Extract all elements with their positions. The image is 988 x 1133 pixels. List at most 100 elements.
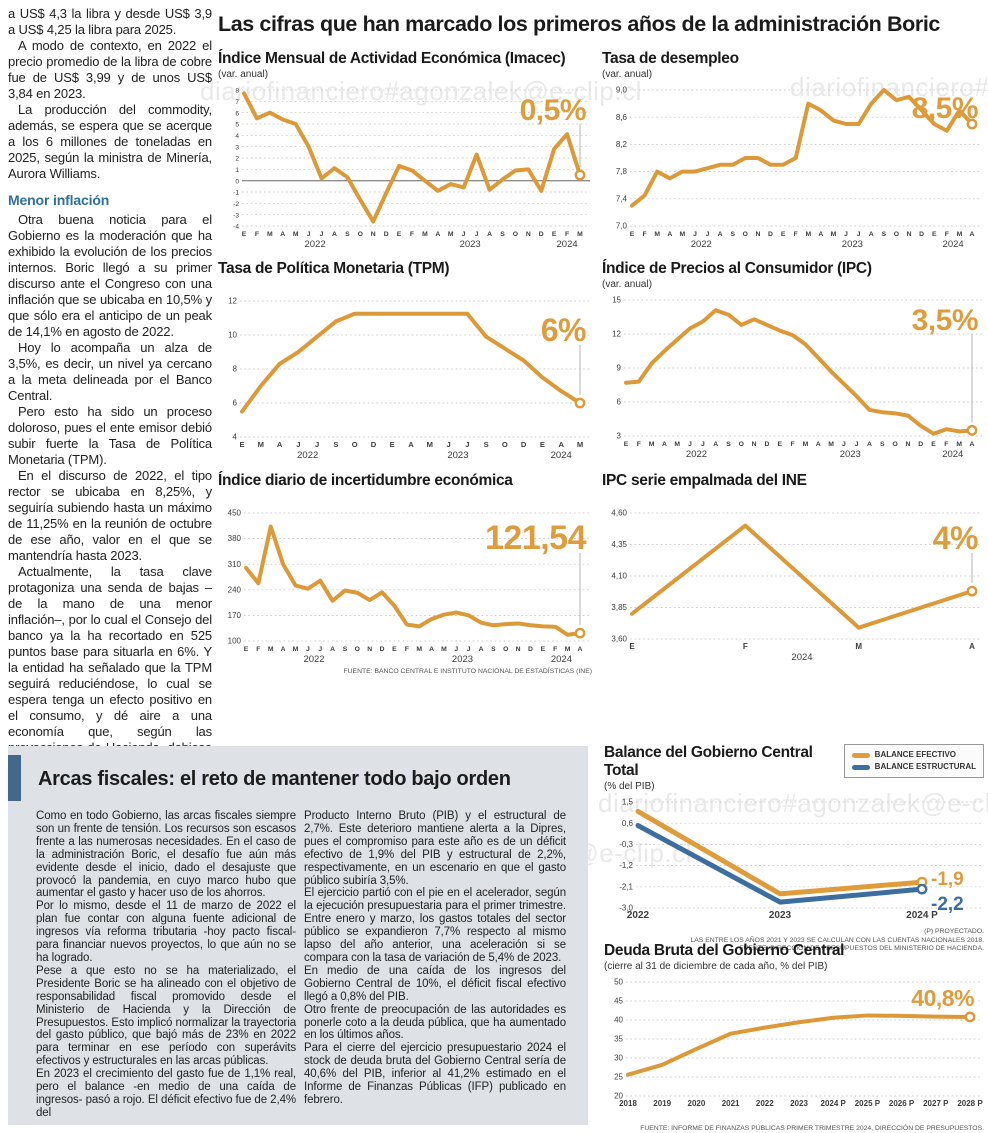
svg-text:A: A — [816, 441, 821, 448]
chart-subtitle: (% del PIB) — [604, 781, 655, 792]
svg-text:O: O — [743, 231, 748, 238]
svg-text:2023: 2023 — [447, 450, 468, 461]
svg-text:6: 6 — [233, 399, 238, 408]
svg-text:O: O — [352, 440, 358, 449]
svg-text:M: M — [258, 440, 264, 449]
svg-text:F: F — [256, 646, 260, 653]
svg-text:-2: -2 — [233, 201, 239, 208]
svg-text:F: F — [553, 646, 557, 653]
svg-text:O: O — [358, 231, 363, 238]
paragraph: Por lo mismo, desde el 11 de marzo de 20… — [36, 900, 296, 964]
svg-text:A: A — [818, 231, 823, 238]
svg-text:2: 2 — [235, 156, 239, 163]
svg-text:3,85: 3,85 — [611, 603, 627, 612]
svg-text:100: 100 — [228, 637, 242, 646]
svg-text:0: 0 — [235, 178, 239, 185]
ipc-empalmada-line-chart: 4,60 4,35 4,10 3,85 3,60E F M A 2024 4% — [611, 509, 982, 663]
svg-text:240: 240 — [228, 585, 242, 594]
svg-text:2024: 2024 — [551, 450, 572, 461]
svg-text:E: E — [242, 231, 247, 238]
svg-text:A: A — [330, 646, 335, 653]
svg-text:-0,3: -0,3 — [619, 840, 633, 849]
svg-text:F: F — [643, 231, 647, 238]
svg-text:10: 10 — [228, 331, 237, 340]
legend-label: BALANCE EFECTIVO — [874, 750, 957, 759]
svg-text:3,60: 3,60 — [611, 635, 627, 644]
svg-text:40: 40 — [614, 1016, 623, 1025]
svg-text:A: A — [578, 646, 583, 653]
svg-text:J: J — [306, 646, 310, 653]
svg-text:2018: 2018 — [619, 1099, 637, 1108]
svg-text:2023: 2023 — [790, 1099, 808, 1108]
svg-text:2024 P: 2024 P — [821, 1099, 847, 1108]
svg-text:J: J — [701, 441, 705, 448]
svg-text:J: J — [693, 231, 697, 238]
chart-title: Tasa de Política Monetaria (TPM) — [218, 260, 450, 277]
svg-text:O: O — [503, 646, 508, 653]
svg-text:15: 15 — [612, 296, 621, 305]
svg-text:6: 6 — [235, 110, 239, 117]
svg-text:M: M — [427, 440, 433, 449]
svg-text:N: N — [755, 231, 760, 238]
svg-text:-4: -4 — [233, 224, 239, 231]
svg-text:8,5%: 8,5% — [912, 92, 978, 125]
svg-text:O: O — [739, 441, 744, 448]
svg-text:F: F — [405, 646, 409, 653]
svg-text:D: D — [918, 441, 923, 448]
svg-text:S: S — [491, 646, 496, 653]
svg-text:7,0: 7,0 — [616, 222, 628, 231]
svg-text:D: D — [380, 646, 385, 653]
svg-text:E: E — [781, 231, 786, 238]
svg-text:D: D — [521, 440, 527, 449]
paragraph: Otro frente de preocupación de las autor… — [304, 1003, 566, 1042]
svg-text:A: A — [713, 441, 718, 448]
paragraph: En el discurso de 2022, el tipo rector s… — [8, 468, 212, 563]
svg-text:N: N — [752, 441, 757, 448]
svg-text:E: E — [392, 646, 397, 653]
svg-text:E: E — [624, 441, 629, 448]
svg-text:D: D — [528, 646, 533, 653]
svg-text:4,60: 4,60 — [611, 509, 627, 518]
svg-text:E: E — [540, 440, 545, 449]
svg-text:121,54: 121,54 — [485, 519, 587, 557]
svg-text:M: M — [577, 440, 583, 449]
svg-text:20: 20 — [614, 1092, 623, 1101]
svg-text:A: A — [281, 646, 286, 653]
legend-swatch-estructural — [851, 764, 870, 770]
paragraph: Producto Interno Bruto (PIB) y el estruc… — [304, 810, 566, 887]
svg-text:1: 1 — [235, 167, 239, 174]
svg-text:A: A — [867, 441, 872, 448]
svg-text:M: M — [267, 231, 273, 238]
svg-text:2022: 2022 — [297, 450, 318, 461]
svg-text:M: M — [422, 231, 428, 238]
svg-text:8: 8 — [235, 88, 239, 95]
svg-text:A: A — [667, 231, 672, 238]
svg-text:M: M — [956, 441, 962, 448]
paragraph: En medio de una caída de los ingresos de… — [304, 964, 566, 1003]
chart-title: Deuda Bruta del Gobierno Central — [604, 942, 845, 959]
svg-text:F: F — [791, 441, 795, 448]
svg-text:A: A — [277, 440, 283, 449]
svg-text:2021: 2021 — [722, 1099, 740, 1108]
svg-text:S: S — [882, 231, 887, 238]
svg-text:-1,2: -1,2 — [619, 861, 633, 870]
svg-text:3,5%: 3,5% — [912, 304, 978, 337]
svg-text:2028 P: 2028 P — [957, 1099, 983, 1108]
svg-text:-2,1: -2,1 — [619, 882, 633, 891]
svg-text:J: J — [318, 646, 322, 653]
svg-text:9: 9 — [617, 364, 622, 373]
svg-text:4,35: 4,35 — [611, 540, 627, 549]
chart-ipc: Índice de Precios al Consumidor (IPC) (v… — [602, 260, 984, 462]
svg-text:12: 12 — [228, 297, 237, 306]
svg-text:J: J — [465, 440, 469, 449]
svg-text:3: 3 — [617, 432, 622, 441]
svg-text:170: 170 — [228, 611, 242, 620]
svg-text:J: J — [467, 646, 471, 653]
svg-text:A: A — [487, 231, 492, 238]
headline-accent-bar — [8, 755, 21, 801]
svg-text:J: J — [296, 440, 300, 449]
fiscal-article-panel: Arcas fiscales: el reto de mantener todo… — [8, 746, 588, 1125]
svg-text:2026 P: 2026 P — [889, 1099, 915, 1108]
svg-text:2024: 2024 — [791, 652, 812, 663]
